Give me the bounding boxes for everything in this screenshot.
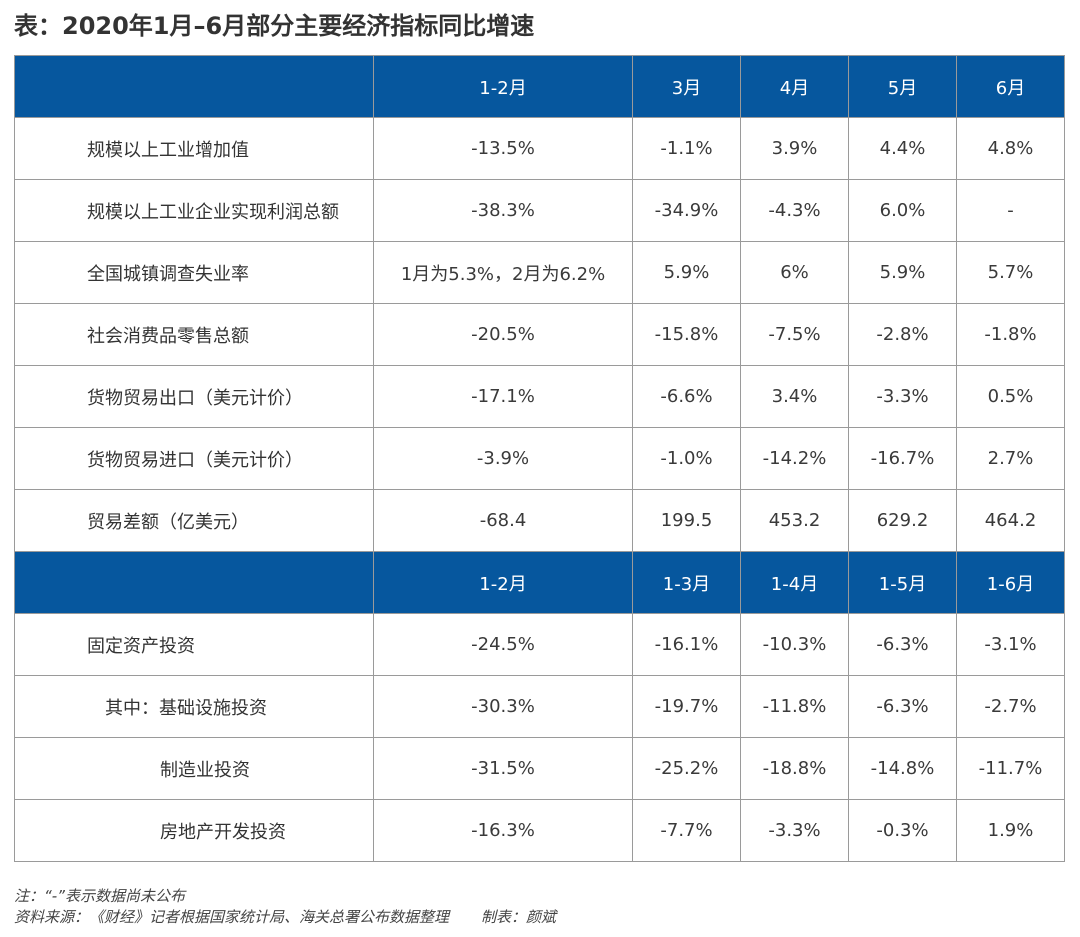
- value-cell: 629.2: [848, 489, 957, 552]
- value-cell: -1.0%: [632, 427, 741, 490]
- row-label: 全国城镇调查失业率: [14, 241, 374, 304]
- value-cell: 199.5: [632, 489, 741, 552]
- footnote-source: 资料来源：《财经》记者根据国家统计局、海关总署公布数据整理: [14, 908, 450, 926]
- value-cell: -16.3%: [373, 799, 633, 862]
- value-cell: -14.2%: [740, 427, 849, 490]
- value-cell: -1.1%: [632, 117, 741, 180]
- value-cell: -4.3%: [740, 179, 849, 242]
- row-label: 房地产开发投资: [14, 799, 374, 862]
- table-row: 社会消费品零售总额 -20.5% -15.8% -7.5% -2.8% -1.8%: [14, 303, 1065, 366]
- row-label: 社会消费品零售总额: [14, 303, 374, 366]
- value-cell: 1.9%: [956, 799, 1065, 862]
- value-cell: -3.3%: [848, 365, 957, 428]
- value-cell: 6%: [740, 241, 849, 304]
- header-period-cell: 1-2月: [373, 551, 633, 614]
- footnote-source-line: 资料来源：《财经》记者根据国家统计局、海关总署公布数据整理 制表：颜斌: [14, 907, 556, 927]
- value-cell: -38.3%: [373, 179, 633, 242]
- row-label: 规模以上工业增加值: [14, 117, 374, 180]
- value-cell: 3.9%: [740, 117, 849, 180]
- value-cell: -14.8%: [848, 737, 957, 800]
- value-cell: -20.5%: [373, 303, 633, 366]
- value-cell: 3.4%: [740, 365, 849, 428]
- value-cell: -13.5%: [373, 117, 633, 180]
- row-label: 固定资产投资: [14, 613, 374, 676]
- header-period-cell: 1-6月: [956, 551, 1065, 614]
- header-row-1: 1-2月 3月 4月 5月 6月: [14, 55, 1065, 118]
- value-cell: 4.4%: [848, 117, 957, 180]
- value-cell: 464.2: [956, 489, 1065, 552]
- header-period-cell: 6月: [956, 55, 1065, 118]
- table-row: 其中：基础设施投资 -30.3% -19.7% -11.8% -6.3% -2.7%: [14, 675, 1065, 738]
- indicator-table: 1-2月 3月 4月 5月 6月 规模以上工业增加值 -13.5% -1.1% 3.9% 4.4%…: [14, 55, 1065, 862]
- value-cell: -3.1%: [956, 613, 1065, 676]
- row-label: 货物贸易出口（美元计价）: [14, 365, 374, 428]
- header-period-cell: 1-5月: [848, 551, 957, 614]
- row-label: 规模以上工业企业实现利润总额: [14, 179, 374, 242]
- header-blank-cell: [14, 551, 374, 614]
- value-cell: -31.5%: [373, 737, 633, 800]
- footnote-author: 制表：颜斌: [481, 908, 557, 926]
- value-cell: -: [956, 179, 1065, 242]
- header-period-cell: 3月: [632, 55, 741, 118]
- value-cell: -19.7%: [632, 675, 741, 738]
- header-period-cell: 1-2月: [373, 55, 633, 118]
- table-row: 房地产开发投资 -16.3% -7.7% -3.3% -0.3% 1.9%: [14, 799, 1065, 862]
- header-row-2: 1-2月 1-3月 1-4月 1-5月 1-6月: [14, 551, 1065, 614]
- value-cell: -2.8%: [848, 303, 957, 366]
- footnote-note: 注：“-”表示数据尚未公布: [14, 887, 185, 905]
- value-cell: 5.9%: [848, 241, 957, 304]
- value-cell: -16.7%: [848, 427, 957, 490]
- table-row: 规模以上工业增加值 -13.5% -1.1% 3.9% 4.4% 4.8%: [14, 117, 1065, 180]
- value-cell: -18.8%: [740, 737, 849, 800]
- value-cell: -10.3%: [740, 613, 849, 676]
- value-cell: 2.7%: [956, 427, 1065, 490]
- value-cell: -7.5%: [740, 303, 849, 366]
- value-cell: -6.3%: [848, 675, 957, 738]
- table-row: 货物贸易出口（美元计价） -17.1% -6.6% 3.4% -3.3% 0.5%: [14, 365, 1065, 428]
- value-cell: 0.5%: [956, 365, 1065, 428]
- value-cell: 453.2: [740, 489, 849, 552]
- value-cell: -15.8%: [632, 303, 741, 366]
- value-cell: -25.2%: [632, 737, 741, 800]
- header-period-cell: 5月: [848, 55, 957, 118]
- value-cell: -6.3%: [848, 613, 957, 676]
- header-period-cell: 1-3月: [632, 551, 741, 614]
- value-cell: -16.1%: [632, 613, 741, 676]
- value-cell: -6.6%: [632, 365, 741, 428]
- value-cell: 1月为5.3%，2月为6.2%: [373, 241, 633, 304]
- row-label: 其中：基础设施投资: [14, 675, 374, 738]
- value-cell: 5.7%: [956, 241, 1065, 304]
- value-cell: 5.9%: [632, 241, 741, 304]
- value-cell: -34.9%: [632, 179, 741, 242]
- value-cell: -3.9%: [373, 427, 633, 490]
- value-cell: -2.7%: [956, 675, 1065, 738]
- table-row: 制造业投资 -31.5% -25.2% -18.8% -14.8% -11.7%: [14, 737, 1065, 800]
- table-row: 全国城镇调查失业率 1月为5.3%，2月为6.2% 5.9% 6% 5.9% 5.7%: [14, 241, 1065, 304]
- value-cell: -68.4: [373, 489, 633, 552]
- value-cell: 4.8%: [956, 117, 1065, 180]
- value-cell: -30.3%: [373, 675, 633, 738]
- table-title: 表：2020年1月–6月部分主要经济指标同比增速: [14, 12, 535, 40]
- header-period-cell: 1-4月: [740, 551, 849, 614]
- value-cell: -0.3%: [848, 799, 957, 862]
- value-cell: -1.8%: [956, 303, 1065, 366]
- value-cell: -3.3%: [740, 799, 849, 862]
- row-label: 制造业投资: [14, 737, 374, 800]
- table-row: 固定资产投资 -24.5% -16.1% -10.3% -6.3% -3.1%: [14, 613, 1065, 676]
- header-period-cell: 4月: [740, 55, 849, 118]
- table-row: 贸易差额（亿美元） -68.4 199.5 453.2 629.2 464.2: [14, 489, 1065, 552]
- row-label: 货物贸易进口（美元计价）: [14, 427, 374, 490]
- value-cell: -17.1%: [373, 365, 633, 428]
- header-blank-cell: [14, 55, 374, 118]
- value-cell: -7.7%: [632, 799, 741, 862]
- value-cell: -11.8%: [740, 675, 849, 738]
- value-cell: -11.7%: [956, 737, 1065, 800]
- row-label: 贸易差额（亿美元）: [14, 489, 374, 552]
- table-row: 规模以上工业企业实现利润总额 -38.3% -34.9% -4.3% 6.0% -: [14, 179, 1065, 242]
- value-cell: -24.5%: [373, 613, 633, 676]
- value-cell: 6.0%: [848, 179, 957, 242]
- table-row: 货物贸易进口（美元计价） -3.9% -1.0% -14.2% -16.7% 2.7%: [14, 427, 1065, 490]
